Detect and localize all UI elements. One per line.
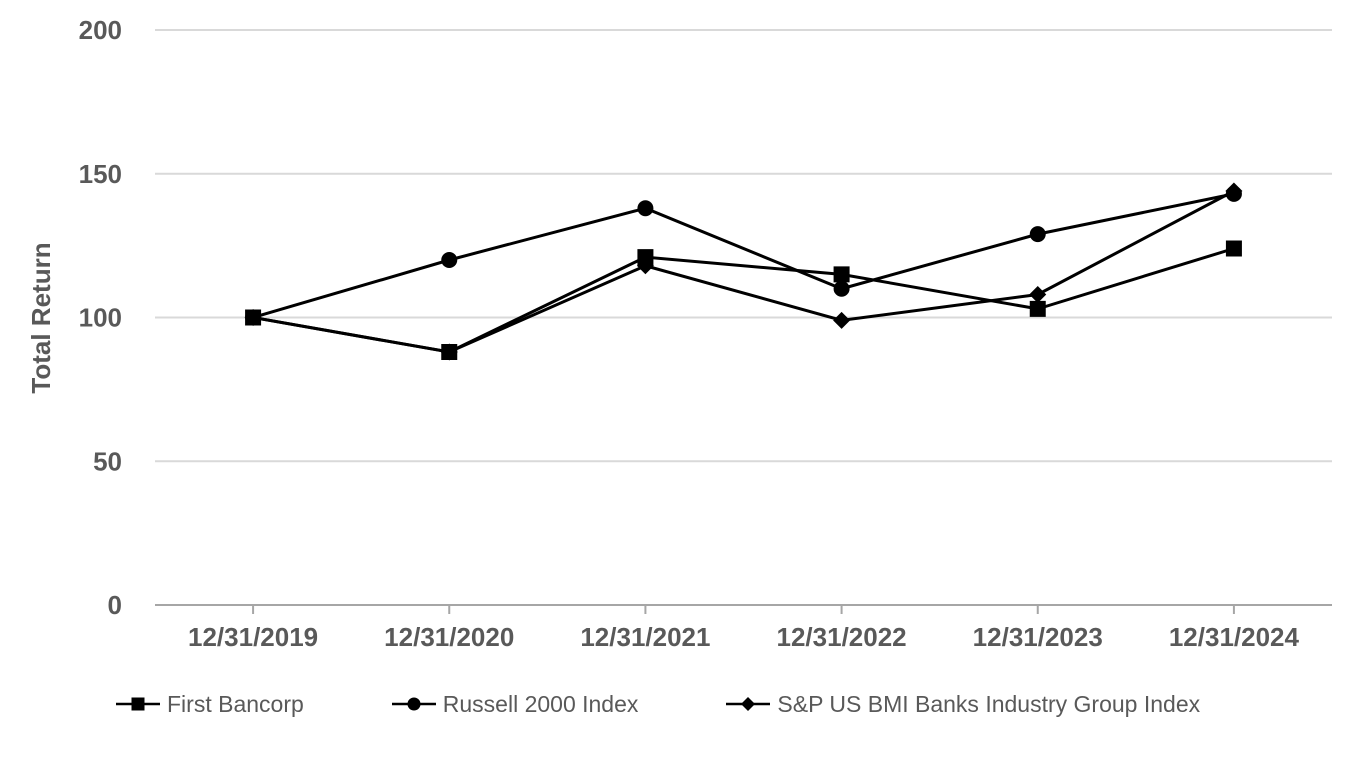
y-axis-label-200: 200 — [79, 15, 122, 45]
square-marker — [1029, 300, 1046, 317]
y-axis-label-50: 50 — [93, 446, 122, 476]
circle-marker — [1029, 226, 1046, 243]
square-marker — [441, 344, 458, 360]
total-return-line-chart: Total Return 12/31/2019 12/31/2020 12/31/2… — [26, 15, 1332, 652]
x-axis-label-12-31-2020: 12/31/2020 — [384, 622, 514, 652]
series-s-p-us-bmi-banks-industry-group-index — [244, 182, 1243, 361]
square-marker — [245, 309, 262, 326]
legend-label-first-bancorp: First Bancorp — [167, 690, 304, 717]
circle-marker — [833, 280, 850, 297]
legend-key-circle-icon — [391, 697, 436, 711]
legend-label-s-p-us-bmi-banks-industry-group-index: S&P US BMI Banks Industry Group Index — [777, 690, 1201, 717]
circle-marker — [1225, 185, 1242, 202]
legend-diamond-marker — [741, 697, 756, 711]
square-marker — [637, 249, 654, 266]
legend-item-s-p-us-bmi-banks-industry-group-index: S&P US BMI Banks Industry Group Index — [726, 691, 1200, 718]
diamond-marker — [1029, 286, 1047, 303]
series-line-first-bancorp — [252, 247, 1235, 354]
series-line-s-p-us-bmi-banks-industry-group-index — [252, 189, 1235, 354]
x-axis-label-12-31-2024: 12/31/2024 — [1169, 622, 1300, 652]
legend-circle-marker — [407, 697, 421, 711]
series-first-bancorp — [245, 240, 1242, 360]
circle-marker — [637, 200, 654, 217]
legend-item-first-bancorp: First Bancorp — [116, 691, 304, 718]
series-russell-2000-index — [245, 185, 1242, 326]
y-axis-title: Total Return — [26, 242, 56, 393]
y-axis-label-0: 0 — [108, 590, 122, 620]
series-line-russell-2000-index — [252, 192, 1235, 319]
x-axis-label-12-31-2019: 12/31/2019 — [188, 622, 318, 652]
chart-legend: First Bancorp Russell 2000 Index S&P US BM… — [116, 686, 1200, 722]
diamond-marker — [833, 311, 851, 329]
square-marker — [833, 266, 850, 283]
y-axis-label-100: 100 — [79, 303, 122, 333]
legend-key-diamond-icon — [726, 697, 771, 711]
legend-item-russell-2000-index: Russell 2000 Index — [391, 690, 639, 718]
circle-marker — [441, 252, 458, 268]
legend-key-square-icon — [116, 697, 160, 711]
x-axis-label-12-31-2022: 12/31/2022 — [777, 622, 907, 652]
x-axis-label-12-31-2023: 12/31/2023 — [973, 622, 1103, 652]
x-axis-label-12-31-2021: 12/31/2021 — [580, 622, 710, 652]
legend-square-marker — [131, 697, 145, 711]
legend-label-russell-2000-index: Russell 2000 Index — [442, 690, 639, 717]
square-marker — [1225, 240, 1242, 257]
y-axis-label-150: 150 — [79, 159, 122, 189]
